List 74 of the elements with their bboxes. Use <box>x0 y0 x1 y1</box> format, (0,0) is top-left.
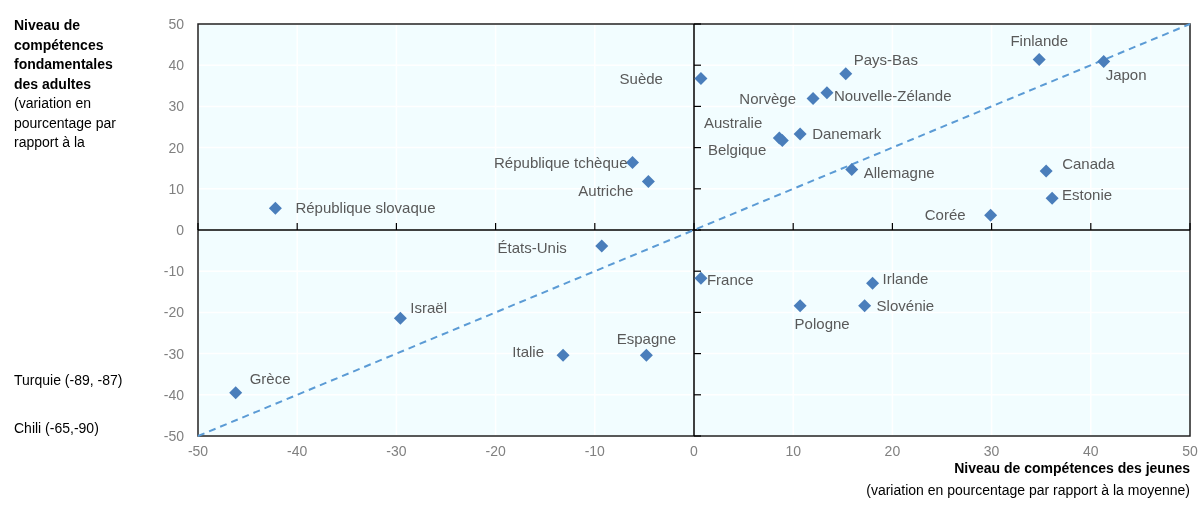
point <box>793 127 807 141</box>
x-tick-label: -40 <box>287 443 308 459</box>
y-tick-label: -40 <box>163 386 185 403</box>
y-tick-label: 30 <box>168 98 185 115</box>
y-tick-label: -10 <box>163 263 185 280</box>
point <box>845 162 859 176</box>
text: Turquie (-89, -87) <box>14 372 123 389</box>
point <box>820 86 834 100</box>
point <box>984 208 998 222</box>
x-tick-label: -30 <box>386 443 407 459</box>
point <box>839 67 853 81</box>
point <box>1097 54 1111 68</box>
annotation: États-Unis <box>497 239 567 257</box>
annotation: Corée <box>924 206 966 224</box>
point <box>694 71 708 85</box>
y-tick-label: 40 <box>168 57 185 74</box>
annotation: Canada <box>1062 155 1116 173</box>
x-tick-label: 10 <box>785 443 802 459</box>
annotation: Irlande <box>882 270 929 288</box>
point <box>858 299 872 313</box>
annotation: Pays-Bas <box>853 51 918 69</box>
y-tick-label: 10 <box>168 180 185 197</box>
y-tick-label: -50 <box>163 427 185 444</box>
annotation: Australie <box>703 114 763 132</box>
annotation: République tchèque <box>494 153 628 171</box>
x-tick-label: 20 <box>884 443 901 459</box>
annotation: Nouvelle-Zélande <box>833 87 952 105</box>
x-tick-label: 50 <box>1182 443 1198 459</box>
annotation: Suède <box>619 69 663 87</box>
point <box>1039 164 1053 178</box>
y-axis-title: Niveau de compétences fondamentales des adultes (variation en pourcentage par rapport à la <box>14 17 117 150</box>
annotation: Grèce <box>249 369 291 387</box>
point <box>641 174 655 188</box>
y-tick-label: 20 <box>168 139 185 156</box>
y-tick-label: 0 <box>176 221 185 238</box>
point <box>393 311 407 325</box>
annotation: France <box>706 271 754 289</box>
point <box>229 386 243 400</box>
y-tick-label: -20 <box>163 304 185 321</box>
point <box>806 92 820 106</box>
point <box>595 239 609 253</box>
point <box>268 201 282 215</box>
x-tick-label: -20 <box>485 443 506 459</box>
annotation: Espagne <box>616 330 676 348</box>
annotation: Autriche <box>578 181 634 199</box>
annotation: Danemark <box>812 125 882 143</box>
point <box>626 155 639 169</box>
point <box>866 276 880 290</box>
annotation: Israël <box>410 299 448 317</box>
point <box>1032 52 1046 66</box>
x-tick-label: 40 <box>1083 443 1099 459</box>
x-tick-label: -10 <box>584 443 606 459</box>
text: Chili (-65,-90) <box>14 419 99 436</box>
y-tick-label: -30 <box>163 345 185 362</box>
x-tick-label: -50 <box>187 443 209 459</box>
point <box>556 348 570 362</box>
annotation: Italie <box>512 343 545 361</box>
point <box>639 348 653 362</box>
point <box>1045 191 1059 205</box>
annotation: Estonie <box>1062 185 1113 203</box>
x-tick-label: 30 <box>983 443 1000 459</box>
annotation: Finlande <box>1010 31 1068 49</box>
x-axis-title: Niveau de compétences des jeunes (variation en pourcentage par rapport à la moyenne) <box>866 460 1191 498</box>
annotation: Belgique <box>707 140 767 158</box>
x-tick-label: 0 <box>690 443 699 459</box>
y-tick-label: 50 <box>168 15 185 32</box>
annotation: Norvège <box>739 89 797 107</box>
annotation: Japon <box>1105 65 1147 83</box>
annotation: Pologne <box>794 315 850 333</box>
annotation: Slovénie <box>876 297 935 315</box>
annotation: Allemagne <box>863 163 935 181</box>
point <box>793 299 807 313</box>
annotation: République slovaque <box>295 199 436 217</box>
point <box>694 271 708 285</box>
